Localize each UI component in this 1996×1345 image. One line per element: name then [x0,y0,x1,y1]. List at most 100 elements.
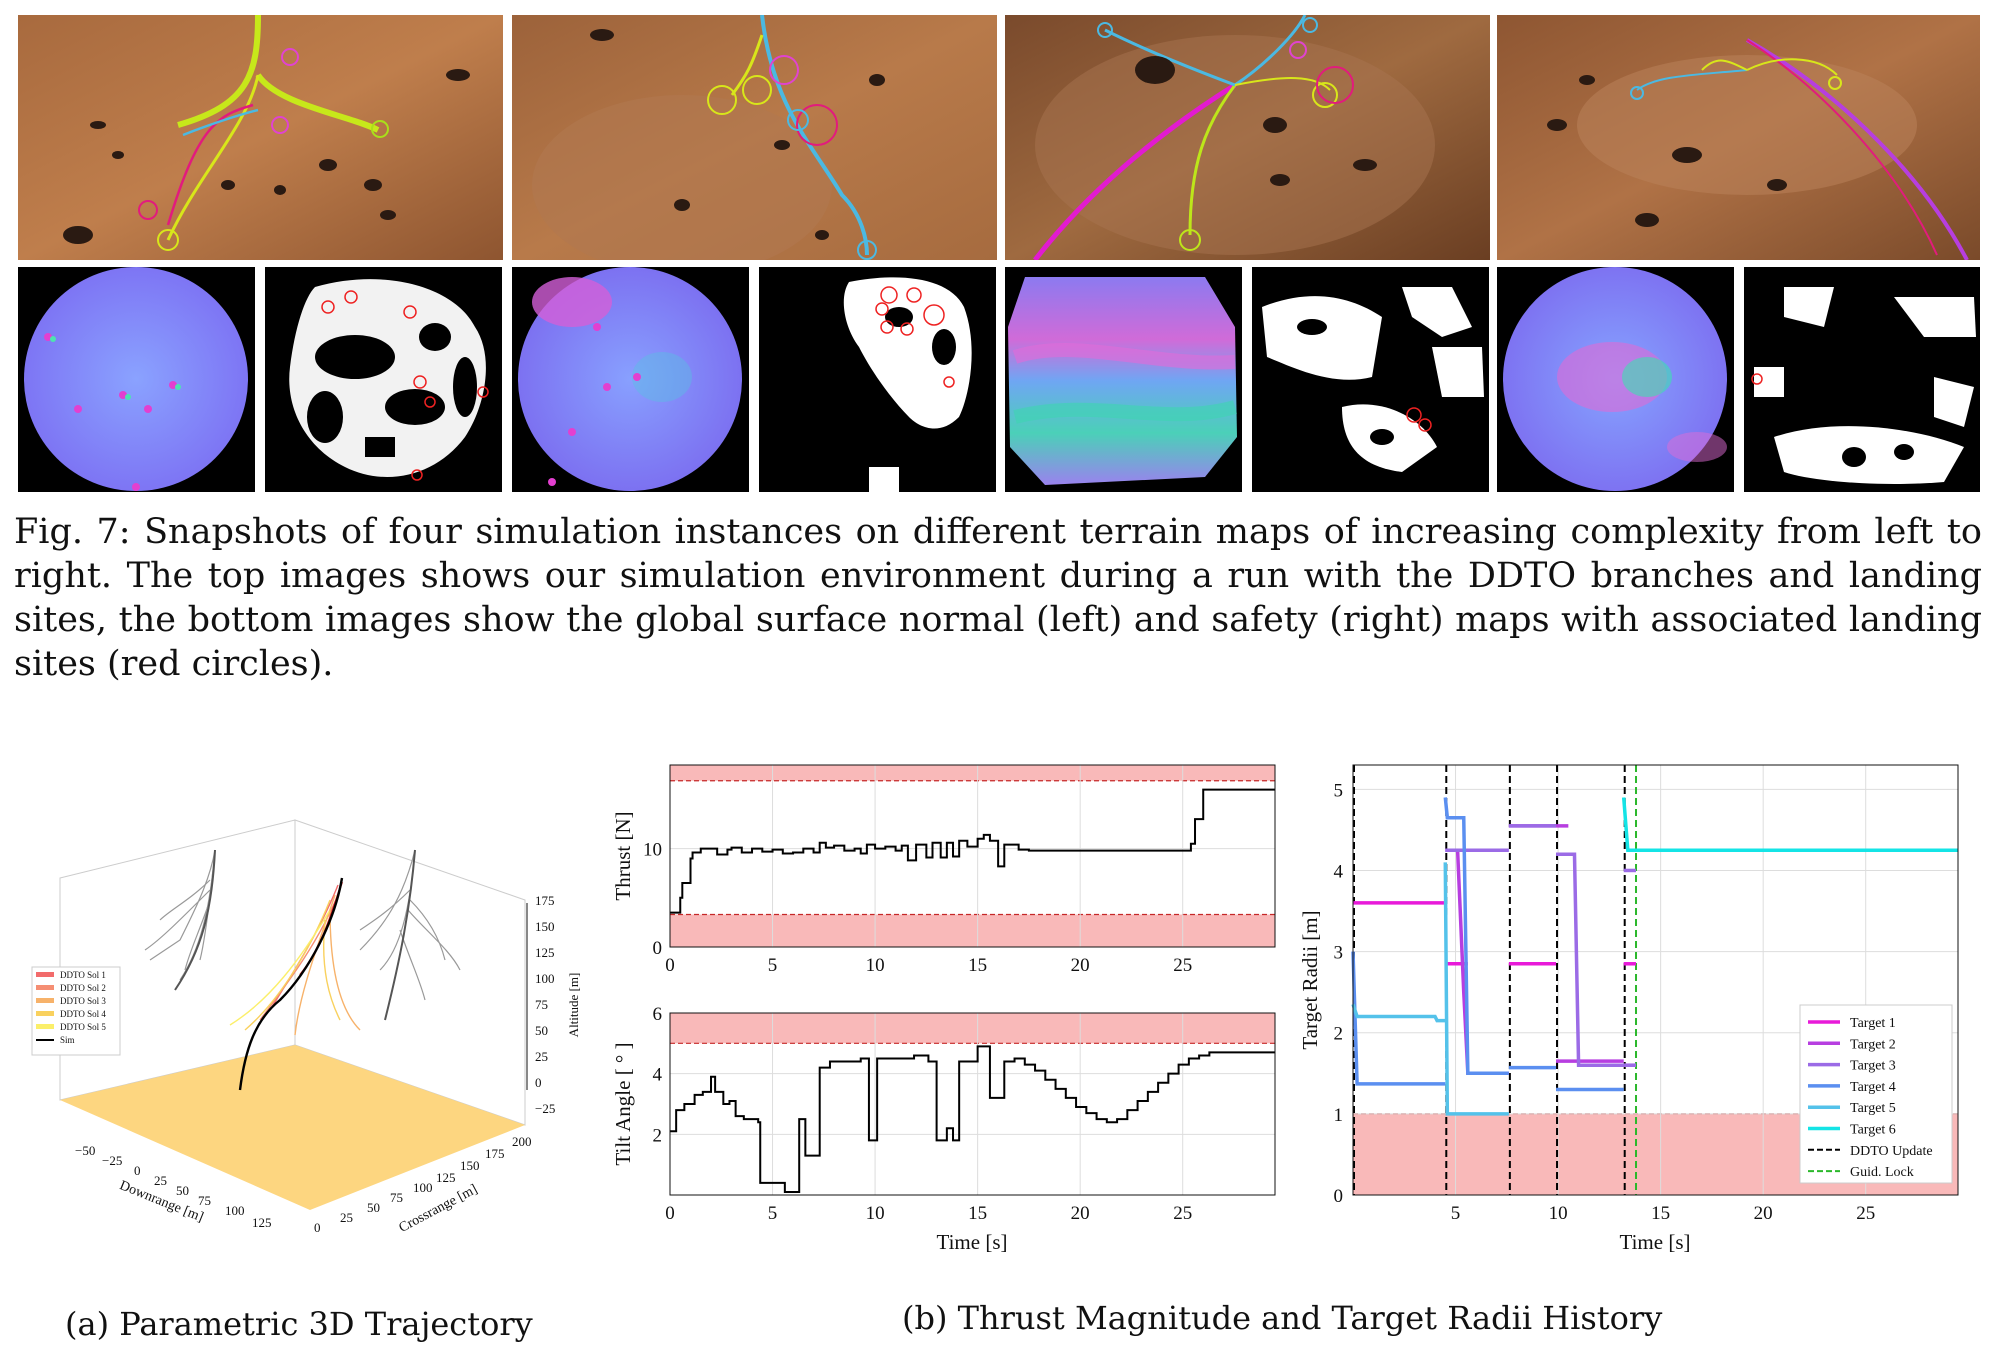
svg-text:75: 75 [198,1193,211,1208]
x-tick-label: 0 [665,1203,675,1224]
legend-sol-4: DDTO Sol 4 [36,1009,106,1019]
x-tick-label: 5 [768,955,778,976]
normal-map-3 [1005,267,1242,492]
tilt-series [670,1045,1275,1193]
sim-trajectory [238,877,344,1091]
thrust-plot: 0 5 10 15 20 25 0 10 Thrust [N] [611,764,1276,976]
radii-segment [1351,1003,1446,1023]
x-tick-label: 10 [866,955,885,976]
x-tick-label: 15 [968,1203,987,1224]
safety-map-1 [265,267,502,492]
x-tick-label: 25 [1173,1203,1192,1224]
legend-item-5: Target 5 [1808,1101,1896,1116]
svg-text:0: 0 [314,1220,321,1235]
sim-snapshot-1 [18,15,503,260]
svg-text:50: 50 [535,1023,548,1038]
legend-sol-1: DDTO Sol 1 [36,970,106,980]
lower-limit-band [670,914,1275,947]
radii-legend: Target 1 Target 2 Target 3 Target 4 Target 5… [1799,1004,1953,1184]
safety-map-2 [759,267,996,492]
figure-7-caption: Fig. 7: Snapshots of four simulation ins… [14,512,1982,684]
svg-text:DDTO Sol 5: DDTO Sol 5 [60,1022,106,1032]
upper-limit-band [670,1013,1275,1044]
svg-text:−25: −25 [535,1101,555,1116]
y-tick-label: 5 [1334,780,1344,801]
subcaption-a: (a) Parametric 3D Trajectory [65,1305,533,1343]
radii-segment [1556,852,1637,1067]
svg-text:75: 75 [535,997,548,1012]
normal-map-1 [18,267,255,492]
y-tick-label: 10 [643,840,662,861]
legend-item-8: Guid. Lock [1808,1165,1914,1180]
x-tick-label: 15 [968,955,987,976]
safety-map-4 [1744,267,1980,492]
legend-sol-5: DDTO Sol 5 [36,1022,106,1032]
svg-text:−25: −25 [102,1153,122,1168]
sim-snapshot-4 [1497,15,1980,260]
panel-target-radii: 5 10 15 20 25 0 1 2 3 4 5 Target Radii [m] Time [s… [1295,755,1985,1260]
radii-series-5 [1351,862,1509,1116]
normal-map-2 [512,267,749,492]
radii-series-3 [1445,824,1637,1067]
svg-text:100: 100 [535,971,555,986]
svg-text:175: 175 [485,1146,505,1161]
legend-item-3: Target 3 [1808,1059,1896,1074]
legend-item-7: DDTO Update [1808,1144,1933,1159]
svg-text:DDTO Sol 4: DDTO Sol 4 [60,1009,106,1019]
radii-series-6 [1621,797,1958,852]
legend-label: Guid. Lock [1850,1165,1914,1180]
x-tick-label: 20 [1754,1203,1773,1224]
svg-text:150: 150 [535,919,555,934]
sim-snapshot-3 [1005,15,1490,260]
svg-text:Sim: Sim [60,1035,75,1045]
y-tick-label: 0 [653,938,663,959]
svg-text:100: 100 [413,1180,433,1195]
svg-text:25: 25 [154,1173,167,1188]
crossrange-ticks: 0 25 50 75 100 125 150 175 200 [314,1134,532,1235]
legend-sol-3: DDTO Sol 3 [36,996,106,1006]
x-tick-label: 20 [1071,1203,1090,1224]
svg-text:DDTO Sol 2: DDTO Sol 2 [60,983,106,993]
altitude-ticks: 175 150 125 100 75 50 25 0 −25 [535,893,555,1116]
svg-text:125: 125 [535,945,555,960]
x-tick-label: 5 [1451,1203,1461,1224]
legend-label: DDTO Update [1850,1144,1933,1159]
crossrange-label: Crossrange [m] [397,1182,481,1236]
svg-text:200: 200 [512,1134,532,1149]
y-tick-label: 2 [1334,1024,1344,1045]
legend-item-1: Target 1 [1808,1016,1896,1031]
thrust-ylabel: Thrust [N] [611,811,635,900]
altitude-label: Altitude [m] [566,973,581,1038]
y-tick-label: 6 [653,1004,663,1025]
upper-limit-band [670,765,1275,781]
legend-label: Target 6 [1850,1123,1896,1138]
subcaption-b: (b) Thrust Magnitude and Target Radii Hi… [902,1299,1663,1337]
sim-projection-right [384,849,416,1021]
svg-text:0: 0 [134,1163,141,1178]
legend-label: Target 5 [1850,1101,1896,1116]
y-tick-label: 3 [1334,943,1344,964]
sim-snapshot-2 [512,15,997,260]
trajectory-legend: DDTO Sol 1 DDTO Sol 2 DDTO Sol 3 DDTO So… [31,966,121,1056]
y-tick-label: 1 [1334,1105,1344,1126]
normal-map-4 [1497,267,1734,492]
radii-segment [1621,797,1958,852]
legend-item-6: Target 6 [1808,1123,1896,1138]
legend-item-4: Target 4 [1808,1080,1896,1095]
svg-text:−50: −50 [75,1143,95,1158]
x-tick-label: 10 [1549,1203,1568,1224]
x-tick-label: 5 [768,1203,778,1224]
x-tick-label: 20 [1071,955,1090,976]
x-tick-label: 25 [1856,1203,1875,1224]
thrust-series [670,788,1275,914]
y-tick-label: 0 [1334,1186,1344,1207]
legend-sim: Sim [36,1035,75,1045]
panel-thrust-tilt: 0 5 10 15 20 25 0 10 Thrust [N] 0 5 10 15 20 25 2 4 6 T… [600,755,1300,1260]
svg-text:150: 150 [460,1158,480,1173]
svg-text:175: 175 [535,893,555,908]
legend-label: Target 4 [1850,1080,1896,1095]
x-tick-label: 15 [1651,1203,1670,1224]
svg-text:125: 125 [252,1215,272,1230]
svg-text:100: 100 [225,1203,245,1218]
svg-text:25: 25 [535,1049,548,1064]
